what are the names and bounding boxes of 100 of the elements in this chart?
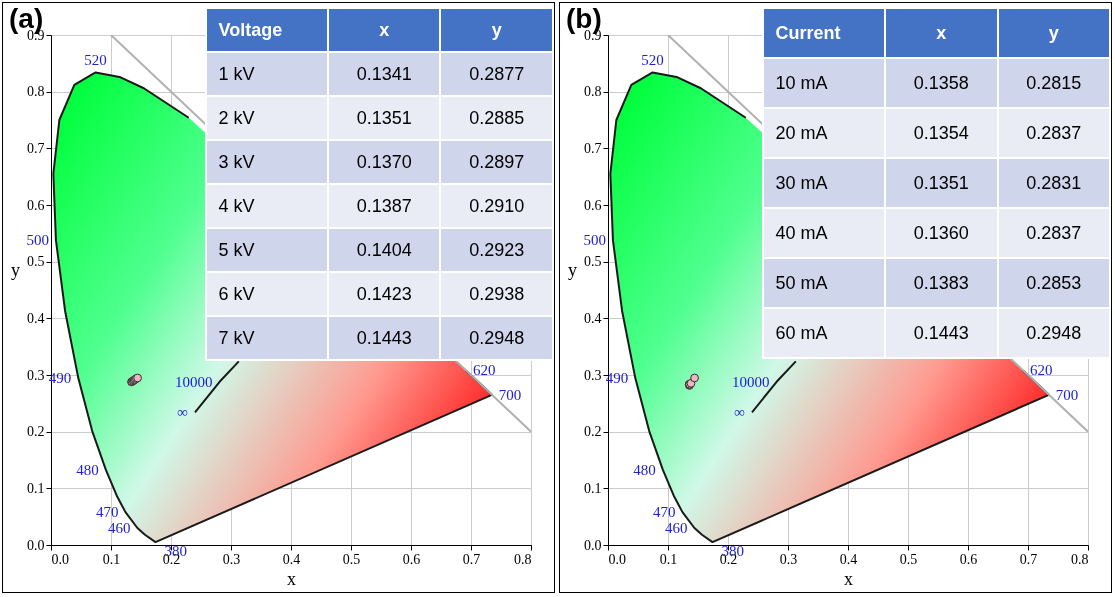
y-tick-label: 0.0 — [584, 537, 602, 553]
data-label: 0.2938 — [440, 272, 553, 316]
data-label: 0.1387 — [327, 184, 441, 228]
y-tick-label: 0.7 — [584, 140, 602, 156]
x-axis-title: x — [844, 568, 853, 589]
annotation: 620 — [472, 362, 496, 379]
x-tick-label: 0.1 — [659, 551, 678, 567]
annotation: 470 — [652, 504, 676, 521]
annotation: ∞ — [177, 404, 188, 421]
y-tick-label: 0.3 — [27, 367, 45, 383]
x-tick-label: y — [997, 8, 1110, 58]
y-tick-label: 0.4 — [27, 310, 45, 326]
data-label: 0.2831 — [997, 158, 1110, 208]
x-tick-label: 0.4 — [282, 551, 301, 567]
data-label: 0.2948 — [997, 308, 1110, 358]
x-tick-label: 0.7 — [462, 551, 481, 567]
annotation: ∞ — [734, 404, 745, 421]
y-tick-label: 50 mA — [762, 258, 886, 308]
y-axis-title: y — [11, 260, 20, 281]
y-tick-label: 0.5 — [27, 254, 45, 270]
y-tick-label: 30 mA — [762, 158, 886, 208]
y-tick-label: 0.4 — [584, 310, 602, 326]
y-tick-label: 0.3 — [584, 367, 602, 383]
y-tick-label: 60 mA — [762, 308, 886, 358]
x-tick-label: 0.1 — [102, 551, 121, 567]
annotation: 480 — [633, 461, 656, 478]
data-label: 0.1341 — [327, 52, 441, 96]
annotation: 700 — [1055, 386, 1079, 403]
data-label: 0.2853 — [997, 258, 1110, 308]
annotation: 700 — [498, 386, 522, 403]
x-tick-label: x — [327, 8, 441, 52]
x-tick-label: 0.6 — [402, 551, 421, 567]
annotation: 520 — [641, 51, 664, 68]
y-tick-label: 0.5 — [584, 254, 602, 270]
data-label: 0.1370 — [327, 140, 441, 184]
y-tick-label: 0.6 — [27, 197, 45, 213]
y-axis-title: Current — [762, 8, 886, 58]
y-tick-label: 10 mA — [762, 58, 886, 108]
annotation: 460 — [664, 520, 688, 537]
data-label: 0.2910 — [440, 184, 553, 228]
y-tick-label: 20 mA — [762, 108, 886, 158]
annotation: 500 — [26, 231, 49, 248]
y-tick-label: 0.2 — [27, 424, 45, 440]
y-axis-title: y — [568, 260, 577, 281]
y-tick-label: 2 kV — [205, 96, 328, 140]
annotation: 480 — [76, 461, 99, 478]
data-label: 0.2885 — [440, 96, 553, 140]
data-label: 0.1351 — [327, 96, 441, 140]
y-tick-label: 4 kV — [205, 184, 328, 228]
x-tick-label: x — [885, 8, 998, 58]
x-tick-label: 0.3 — [779, 551, 798, 567]
y-tick-label: 0.8 — [27, 84, 45, 100]
y-tick-label: 40 mA — [762, 208, 886, 258]
data-label: 0.2877 — [440, 52, 553, 96]
x-tick-label: 0.8 — [514, 551, 532, 567]
data-label: 0.1383 — [885, 258, 998, 308]
data-label: 0.1351 — [885, 158, 998, 208]
y-axis-title: Voltage — [205, 8, 328, 52]
x-tick-label: 0.4 — [839, 551, 858, 567]
data-label: 0.1404 — [327, 228, 441, 272]
data-label: 0.2923 — [440, 228, 553, 272]
x-tick-label: 0.5 — [342, 551, 361, 567]
y-tick-label: 0.2 — [584, 424, 602, 440]
y-tick-label: 5 kV — [205, 228, 328, 272]
annotation: 500 — [583, 231, 606, 248]
data-label: 0.1358 — [885, 58, 998, 108]
annotation: 10000 — [175, 373, 213, 390]
data-label: 0.1360 — [885, 208, 998, 258]
data-label: 0.2837 — [997, 108, 1110, 158]
annotation: 10000 — [732, 373, 770, 390]
y-tick-label: 1 kV — [205, 52, 328, 96]
x-tick-label: 0.3 — [222, 551, 241, 567]
y-tick-label: 6 kV — [205, 272, 328, 316]
x-tick-label: y — [440, 8, 553, 52]
annotation: 520 — [84, 51, 107, 68]
y-tick-label: 0.1 — [584, 480, 602, 496]
y-tick-label: 0.6 — [584, 197, 602, 213]
y-tick-label: 0.0 — [27, 537, 45, 553]
annotation: 460 — [107, 520, 131, 537]
data-label: 0.1443 — [885, 308, 998, 358]
data-label: 0.1443 — [327, 316, 441, 360]
x-tick-label: 0.5 — [899, 551, 918, 567]
data-label: 0.2897 — [440, 140, 553, 184]
data-label: 0.1354 — [885, 108, 998, 158]
data-label: 0.2837 — [997, 208, 1110, 258]
y-tick-label: 0.8 — [584, 84, 602, 100]
y-tick-label: 7 kV — [205, 316, 328, 360]
annotation: 620 — [1029, 362, 1053, 379]
data-label: 0.2948 — [440, 316, 553, 360]
y-tick-label: 0.7 — [27, 140, 45, 156]
annotation: 470 — [95, 504, 119, 521]
y-tick-label: 3 kV — [205, 140, 328, 184]
data-label: 0.1423 — [327, 272, 441, 316]
x-axis-title: x — [287, 568, 296, 589]
x-tick-label: 0.0 — [608, 551, 626, 567]
x-tick-label: 0.8 — [1071, 551, 1089, 567]
y-tick-label: 0.1 — [27, 480, 45, 496]
data-label: 0.2815 — [997, 58, 1110, 108]
x-tick-label: 0.0 — [51, 551, 69, 567]
x-tick-label: 0.6 — [959, 551, 978, 567]
